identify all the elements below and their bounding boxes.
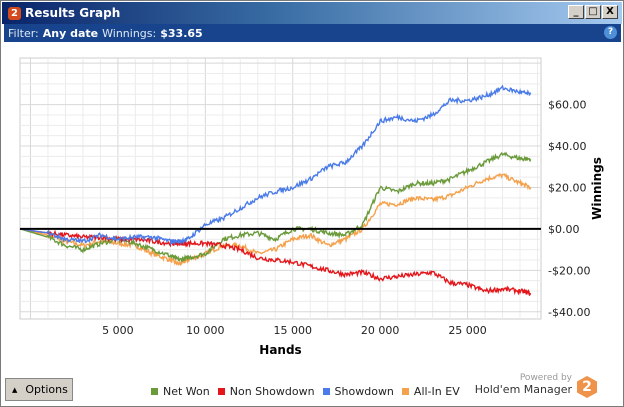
window-title: Results Graph [25, 6, 121, 20]
legend-swatch [217, 388, 225, 395]
x-tick-label: 25 000 [448, 324, 487, 337]
legend-swatch [401, 388, 409, 395]
hem2-logo-icon: 2 [577, 376, 597, 398]
legend-label: Net Won [163, 385, 210, 398]
legend-label: Showdown [334, 385, 394, 398]
powered-by-text: Powered by [519, 373, 572, 383]
x-tick-label: 10 000 [186, 324, 225, 337]
app-logo-icon: 2 [8, 6, 21, 20]
options-label: Options [25, 383, 68, 396]
close-button[interactable]: X [602, 5, 618, 19]
results-chart: 5 000 10 000 15 000 20 000 25 000 $60.00 $40.0… [19, 57, 604, 357]
legend-item[interactable]: Showdown [322, 385, 394, 398]
graph-area: 5 000 10 000 15 000 20 000 25 000 $60.00 $40.0… [4, 42, 621, 404]
filter-bar: Filter: Any date Winnings: $33.65 ? [4, 24, 621, 42]
winnings-label: Winnings: [102, 26, 157, 40]
title-bar[interactable]: 2 Results Graph _ □ X [2, 2, 622, 24]
branding: Powered by Hold'em Manager [457, 373, 572, 396]
maximize-button[interactable]: □ [585, 5, 601, 19]
y-axis-label: Winnings [590, 157, 604, 220]
y-tick-label: -$20.00 [548, 264, 590, 277]
legend-swatch [322, 388, 330, 395]
x-tick-label: 5 000 [102, 324, 134, 337]
legend-label: All-In EV [413, 385, 460, 398]
y-tick-label: -$40.00 [548, 306, 590, 319]
legend-swatch [151, 388, 158, 395]
legend-item[interactable]: All-In EV [401, 385, 460, 398]
y-tick-label: $60.00 [548, 99, 587, 112]
legend-label: Non Showdown [229, 385, 315, 398]
caret-up-icon: ▲ [12, 385, 18, 394]
x-tick-label: 15 000 [273, 324, 312, 337]
product-name: Hold'em Manager [474, 383, 572, 396]
options-button[interactable]: ▲ Options [5, 378, 73, 401]
legend-item[interactable]: Net Won [151, 385, 210, 398]
x-axis-label: Hands [259, 343, 301, 357]
x-tick-label: 20 000 [361, 324, 400, 337]
legend-item[interactable]: Non Showdown [217, 385, 315, 398]
series-line-all-in-ev [19, 172, 532, 267]
series-line-showdown [19, 84, 532, 246]
help-icon[interactable]: ? [604, 26, 617, 39]
chart-legend: Net Won Non Showdown Showdown All-In EV [151, 385, 460, 398]
filter-date[interactable]: Any date [42, 26, 99, 40]
minimize-button[interactable]: _ [568, 5, 584, 19]
y-tick-label: $40.00 [548, 140, 587, 153]
y-tick-label: $0.00 [548, 223, 580, 236]
y-tick-label: $20.00 [548, 181, 587, 194]
winnings-value: $33.65 [160, 26, 203, 40]
filter-label: Filter: [8, 26, 39, 40]
